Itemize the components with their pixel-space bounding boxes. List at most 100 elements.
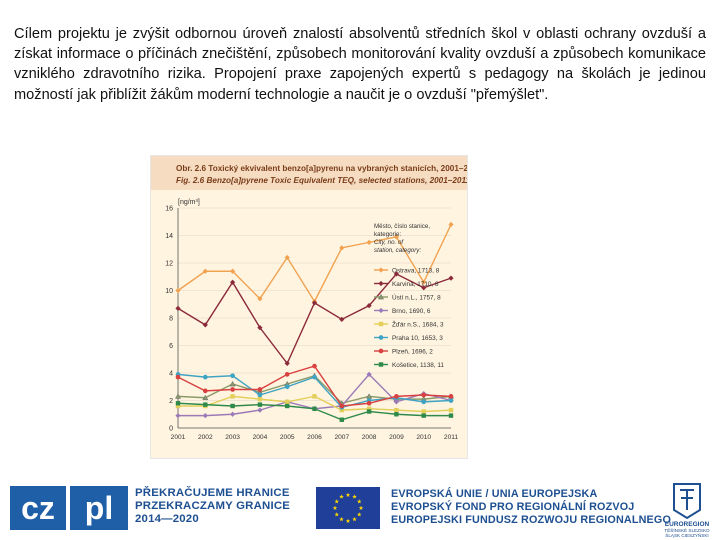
legend-swatch-marker (378, 348, 384, 354)
legend-swatch-marker (378, 362, 384, 367)
data-point (257, 387, 263, 392)
data-point (284, 399, 290, 405)
euroregion-logo: EUROREGION TĚŠÍNSKÉ SLEZSKO ŚLĄSK CIESZY… (664, 483, 710, 538)
cz-logo-text: cz (21, 490, 55, 526)
data-point (202, 268, 208, 274)
eu-star-icon (358, 505, 364, 510)
data-point (257, 402, 263, 407)
euroregion-label: EUROREGION (665, 521, 710, 528)
data-point (421, 285, 427, 291)
data-point (366, 409, 372, 414)
legend-swatch-marker (378, 280, 384, 287)
y-tick-label: 2 (169, 398, 173, 405)
x-tick-label: 2004 (253, 434, 268, 441)
data-point (339, 403, 345, 409)
data-point (284, 254, 290, 261)
data-point (448, 413, 454, 418)
legend-title-line: station, category: (374, 247, 421, 254)
euroregion-sub-2: ŚLĄSK CIESZYŃSKI (665, 531, 708, 538)
data-point (339, 407, 345, 413)
y-tick-label: 6 (169, 343, 173, 350)
eu-star-icon (345, 518, 351, 523)
data-point (312, 406, 317, 411)
data-point (229, 380, 236, 387)
eu-star-icon (352, 494, 357, 499)
data-point (257, 407, 263, 413)
eu-star-icon (345, 492, 351, 497)
data-point (421, 413, 426, 418)
data-point (393, 234, 399, 240)
data-point (366, 303, 372, 309)
data-point (230, 403, 235, 409)
data-point (311, 300, 318, 306)
legend-entry: Karviná, 1710, 8 (392, 281, 439, 288)
data-point (421, 392, 427, 398)
y-tick-label: 14 (165, 233, 173, 240)
legend-title-line: City, no. of (374, 239, 404, 246)
data-point (257, 396, 263, 402)
data-point (448, 221, 454, 228)
program-line-3: 2014—2020 (135, 513, 199, 526)
data-point (394, 407, 399, 413)
data-point (366, 400, 372, 406)
data-point (421, 399, 427, 405)
x-tick-label: 2011 (444, 434, 459, 441)
data-point (448, 398, 454, 403)
eu-star-icon (356, 499, 362, 504)
data-point (339, 245, 345, 251)
data-point (312, 363, 317, 369)
data-point (257, 392, 263, 398)
legend-entry: Ostrava, 1713, 8 (392, 268, 440, 275)
data-point (366, 406, 372, 411)
chart-title: Obr. 2.6 Toxický ekvivalent benzo[a]pyre… (176, 164, 467, 173)
data-point (175, 287, 181, 294)
data-point (230, 373, 235, 379)
data-point (230, 279, 236, 285)
legend-title-line: Město, číslo stanice, (374, 223, 430, 230)
data-point (284, 384, 290, 390)
legend-swatch-marker (378, 321, 384, 327)
data-point (394, 412, 399, 417)
legend-entry: Praha 10, 1653, 3 (392, 335, 443, 342)
data-point (448, 407, 454, 413)
legend-entry: Košetice, 1138, 11 (392, 362, 444, 369)
data-point (448, 394, 454, 399)
y-axis-unit: [ng/m³] (178, 199, 200, 206)
x-tick-label: 2002 (198, 434, 213, 441)
data-point (339, 316, 345, 322)
data-point (366, 371, 372, 377)
data-point (284, 372, 290, 377)
pl-logo-text: pl (85, 490, 113, 526)
data-point (175, 305, 181, 311)
x-tick-label: 2005 (280, 434, 295, 441)
line-chart: Obr. 2.6 Toxický ekvivalent benzo[a]pyre… (151, 156, 467, 458)
data-point (230, 394, 235, 399)
intro-paragraph: Cílem projektu je zvýšit odbornou úroveň… (14, 26, 706, 103)
data-point (230, 411, 236, 417)
x-tick-label: 2006 (307, 434, 322, 441)
data-point (339, 417, 345, 422)
data-point (202, 413, 208, 419)
footer-logos: cz pl PŘEKRAČUJEME HRANICE PRZEKRACZAMY … (0, 474, 720, 540)
eu-funding-text: EVROPSKÁ UNIE / UNIA EUROPEJSKA EVROPSKÝ… (391, 488, 671, 527)
program-line-1: PŘEKRAČUJEME HRANICE (135, 487, 290, 499)
data-point (175, 413, 181, 419)
euroregion-sub-1: TĚŠÍNSKÉ SLEZSKO (664, 526, 710, 533)
eu-line-3: EUROPEJSKI FUNDUSZ ROZWOJU REGIONALNEGO (391, 514, 671, 526)
legend-swatch-marker (378, 293, 384, 300)
x-tick-label: 2007 (334, 434, 349, 441)
y-tick-label: 12 (165, 261, 173, 268)
data-point (202, 374, 208, 380)
legend-entry: Plzeň, 1696, 2 (392, 349, 433, 356)
program-line-2: PRZEKRACZAMY GRANICE (135, 500, 291, 513)
data-point (448, 275, 454, 281)
data-point (394, 394, 399, 399)
chart-header-band (151, 156, 467, 190)
data-point (230, 268, 236, 274)
data-point (312, 374, 317, 380)
y-tick-label: 10 (165, 288, 173, 295)
eu-line-1: EVROPSKÁ UNIE / UNIA EUROPEJSKA (391, 488, 598, 500)
x-tick-label: 2009 (389, 434, 404, 441)
eu-star-icon (356, 512, 362, 517)
data-point (175, 403, 181, 409)
